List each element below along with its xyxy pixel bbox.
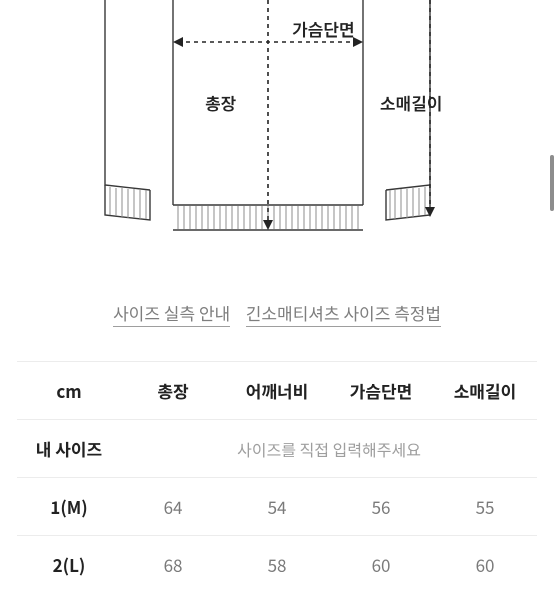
- garment-diagram: 가슴단면 총장 소매길이: [0, 0, 554, 260]
- table-header-row: cm 총장 어깨너비 가슴단면 소매길이: [17, 362, 537, 420]
- size-table: cm 총장 어깨너비 가슴단면 소매길이 내 사이즈 사이즈를 직접 입력해주세…: [17, 361, 537, 593]
- unit-header: cm: [17, 362, 121, 420]
- cell: 68: [121, 536, 225, 593]
- col-header: 어깨너비: [225, 362, 329, 420]
- mysize-row: 내 사이즈 사이즈를 직접 입력해주세요: [17, 420, 537, 478]
- row-label: 2(L): [17, 536, 121, 593]
- col-header: 가슴단면: [329, 362, 433, 420]
- cell: 55: [433, 478, 537, 536]
- cell: 60: [329, 536, 433, 593]
- table-row: 2(L) 68 58 60 60: [17, 536, 537, 593]
- row-label: 1(M): [17, 478, 121, 536]
- scrollbar-thumb[interactable]: [550, 155, 554, 211]
- cell: 64: [121, 478, 225, 536]
- label-sleeve: 소매길이: [380, 90, 443, 115]
- info-links: 사이즈 실측 안내 긴소매티셔츠 사이즈 측정법: [0, 300, 554, 327]
- cell: 54: [225, 478, 329, 536]
- col-header: 소매길이: [433, 362, 537, 420]
- mysize-label: 내 사이즈: [17, 420, 121, 478]
- garment-svg: [0, 0, 554, 260]
- label-chest: 가슴단면: [292, 16, 355, 41]
- mysize-input[interactable]: 사이즈를 직접 입력해주세요: [121, 420, 537, 478]
- cell: 60: [433, 536, 537, 593]
- col-header: 총장: [121, 362, 225, 420]
- link-measure-guide[interactable]: 긴소매티셔츠 사이즈 측정법: [246, 300, 441, 327]
- link-size-guide[interactable]: 사이즈 실측 안내: [113, 300, 230, 327]
- table-row: 1(M) 64 54 56 55: [17, 478, 537, 536]
- label-length: 총장: [205, 90, 236, 115]
- cell: 58: [225, 536, 329, 593]
- cell: 56: [329, 478, 433, 536]
